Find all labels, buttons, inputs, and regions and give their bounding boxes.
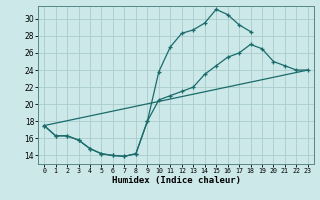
X-axis label: Humidex (Indice chaleur): Humidex (Indice chaleur): [111, 176, 241, 185]
